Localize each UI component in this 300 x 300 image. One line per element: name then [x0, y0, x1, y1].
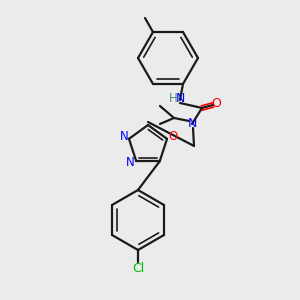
Text: N: N: [175, 92, 185, 106]
Text: O: O: [168, 130, 178, 143]
Text: N: N: [120, 130, 128, 143]
Text: O: O: [211, 98, 221, 110]
Text: N: N: [187, 118, 197, 130]
Text: Cl: Cl: [132, 262, 144, 275]
Text: H: H: [169, 92, 177, 106]
Text: N: N: [126, 156, 135, 169]
